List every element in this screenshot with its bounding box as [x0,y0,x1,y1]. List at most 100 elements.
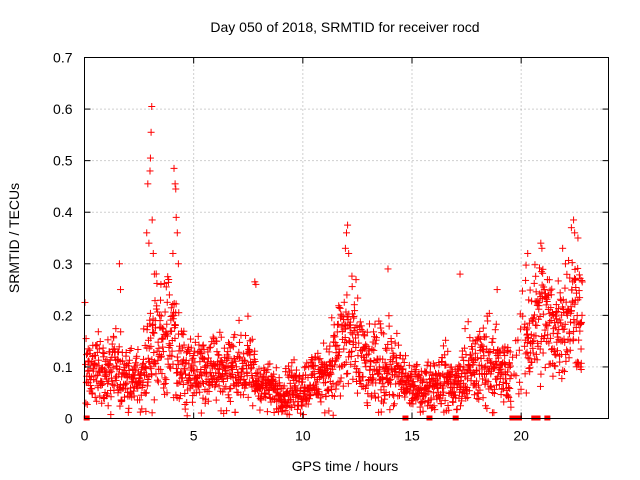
data-point [329,365,337,373]
data-point [222,383,230,391]
data-point [187,381,195,389]
data-point [153,302,161,310]
data-point [140,325,148,333]
data-point [235,380,243,388]
data-point [331,342,339,350]
data-point [490,409,498,417]
data-point [171,334,179,342]
data-point [386,376,394,384]
data-point [344,369,352,377]
data-point [214,351,222,359]
data-point [354,294,362,302]
data-point [156,317,164,325]
data-point [291,382,299,390]
data-point [122,385,130,393]
x-tick-label: 15 [404,428,420,444]
data-point [163,332,171,340]
data-point [204,361,212,369]
data-point [533,321,541,329]
data-point [297,401,305,409]
data-point [216,328,224,336]
data-point [218,358,226,366]
data-point [336,377,344,385]
data-point [561,260,569,268]
data-point [125,404,133,412]
data-point [292,386,300,394]
data-point [334,320,342,328]
data-point [166,342,174,350]
data-point [558,375,566,383]
data-point [575,336,583,344]
data-point [231,408,239,416]
data-point [133,352,141,360]
data-point [351,307,359,315]
data-point [91,393,99,401]
data-point [199,341,207,349]
data-point [224,348,232,356]
data-point [523,330,531,338]
data-point [256,406,264,414]
y-tick-label: 0.7 [53,50,73,66]
data-point [148,371,156,379]
data-point [227,384,235,392]
data-point [556,289,564,297]
data-point [349,338,357,346]
data-point [304,400,312,408]
data-point [205,344,213,352]
data-point [148,409,156,417]
data-point [570,216,578,224]
data-point [384,340,392,348]
data-point [181,389,189,397]
data-point [229,361,237,369]
data-point [150,270,158,278]
data-point [351,358,359,366]
data-point [228,341,236,349]
data-point [444,347,452,355]
data-point [219,378,227,386]
data-point [150,396,158,404]
y-tick-label: 0.2 [53,307,73,323]
data-point [369,374,377,382]
data-point [280,382,288,390]
data-point [489,389,497,397]
data-point [305,395,313,403]
data-point [333,341,341,349]
data-point [343,370,351,378]
data-point [537,370,545,378]
data-point [555,352,563,360]
data-point [186,376,194,384]
data-point [282,402,290,410]
data-point [374,369,382,377]
data-point [212,381,220,389]
data-point [169,249,177,257]
data-point [192,389,200,397]
data-point [145,239,153,247]
data-point [100,349,108,357]
data-point [218,357,226,365]
data-point [356,369,364,377]
data-point [356,318,364,326]
data-point [347,360,355,368]
data-point [276,381,284,389]
data-point [143,229,151,237]
data-point [370,328,378,336]
data-point [82,399,90,407]
data-point [343,291,351,299]
data-point [336,304,344,312]
data-point [522,389,530,397]
data-point [147,342,155,350]
data-point [353,389,361,397]
data-point [158,370,166,378]
data-point [178,374,186,382]
data-point [325,407,333,415]
data-point [84,345,92,353]
data-point [320,339,328,347]
data-point [175,342,183,350]
data-point [357,322,365,330]
data-point [261,389,269,397]
data-point [99,344,107,352]
data-point [197,409,205,417]
data-point [329,411,337,419]
data-point [489,335,497,343]
data-point [363,351,371,359]
